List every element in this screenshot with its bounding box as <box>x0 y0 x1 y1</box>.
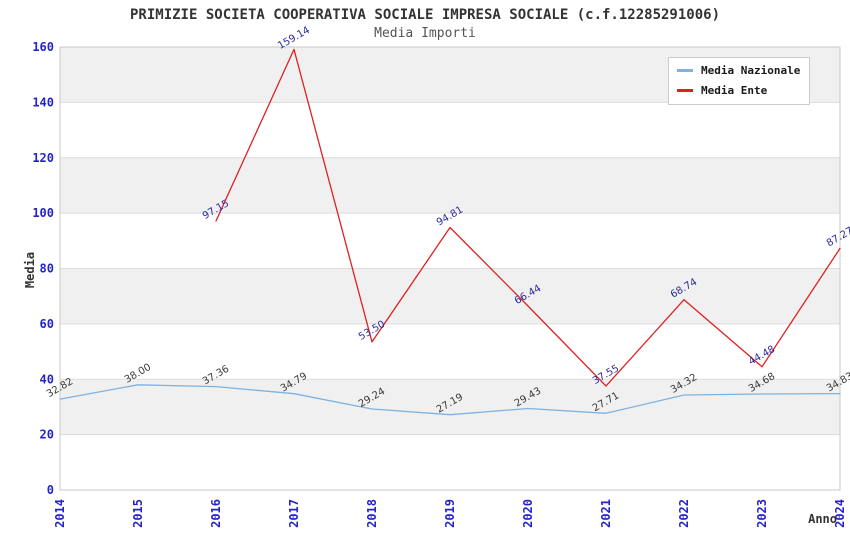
media-ente-point-label: 87.27 <box>825 225 850 249</box>
plot-border <box>59 46 841 491</box>
x-tick-label: 2020 <box>521 499 535 528</box>
x-tick-label: 2021 <box>599 499 613 528</box>
x-tick-label: 2016 <box>209 499 223 528</box>
x-tick-label: 2023 <box>755 499 769 528</box>
x-tick-label: 2022 <box>677 499 691 528</box>
x-tick-label: 2019 <box>443 499 457 528</box>
chart-title: PRIMIZIE SOCIETA COOPERATIVA SOCIALE IMP… <box>129 7 720 23</box>
grid-band <box>60 157 840 214</box>
x-tick-label: 2024 <box>833 499 847 528</box>
x-tick-label: 2017 <box>287 499 301 528</box>
y-tick-label: 0 <box>47 483 54 497</box>
y-tick-label: 140 <box>32 95 54 109</box>
media-ente-line-swatch <box>677 89 693 92</box>
media-nazionale-line <box>59 384 841 416</box>
media-ente-point-label: 44.48 <box>747 344 777 368</box>
chart-subtitle: Media Importi <box>374 26 476 41</box>
legend-label-media-nazionale: Media Nazionale <box>701 64 801 77</box>
y-tick-label: 100 <box>32 206 54 220</box>
y-tick-label: 80 <box>40 262 54 276</box>
legend-item-media-nazionale: Media Nazionale <box>677 64 801 77</box>
media-nazionale-line-swatch <box>677 69 693 72</box>
legend-label-media-ente: Media Ente <box>701 84 768 97</box>
grid-band <box>60 379 840 435</box>
x-tick-label: 2014 <box>53 499 67 528</box>
y-tick-label: 20 <box>40 428 54 442</box>
x-axis-label: Anno <box>808 512 837 526</box>
legend-item-media-ente: Media Ente <box>677 84 801 97</box>
y-tick-label: 160 <box>32 40 54 54</box>
media-ente-line <box>215 48 841 387</box>
x-tick-label: 2015 <box>131 499 145 528</box>
y-tick-label: 120 <box>32 151 54 165</box>
x-tick-label: 2018 <box>365 499 379 528</box>
y-tick-label: 60 <box>40 317 54 331</box>
legend: Media Nazionale Media Ente <box>668 57 810 105</box>
y-tick-label: 40 <box>40 372 54 386</box>
grid-band <box>60 268 840 324</box>
